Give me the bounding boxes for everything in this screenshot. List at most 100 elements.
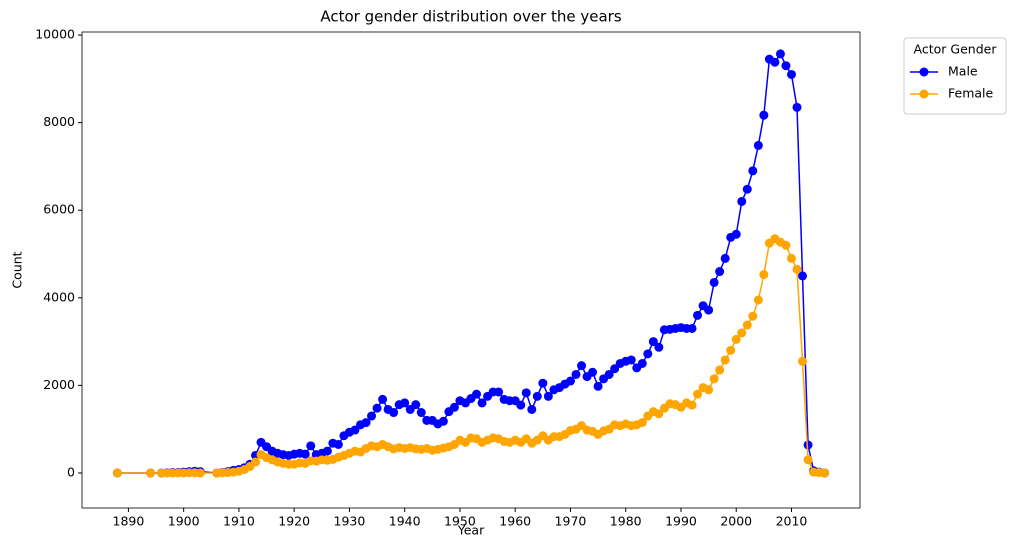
point bbox=[477, 398, 487, 408]
y-axis-label: Count bbox=[10, 251, 25, 288]
y-tick-label: 4000 bbox=[43, 289, 75, 304]
point bbox=[731, 229, 741, 239]
point bbox=[648, 337, 658, 347]
point bbox=[786, 253, 796, 263]
point bbox=[709, 374, 719, 384]
point bbox=[538, 378, 548, 388]
point bbox=[798, 356, 808, 366]
point bbox=[472, 389, 482, 399]
chart-title: Actor gender distribution over the years bbox=[320, 8, 621, 26]
point bbox=[781, 240, 791, 250]
point bbox=[527, 404, 537, 414]
point bbox=[449, 402, 459, 412]
legend-title: Actor Gender bbox=[914, 42, 998, 57]
x-tick-label: 1940 bbox=[389, 514, 421, 529]
x-tick-label: 1930 bbox=[334, 514, 366, 529]
point bbox=[378, 394, 388, 404]
point bbox=[577, 361, 587, 371]
point bbox=[411, 400, 421, 410]
x-tick-label: 1900 bbox=[168, 514, 200, 529]
point bbox=[775, 49, 785, 59]
point bbox=[251, 457, 261, 467]
point bbox=[400, 398, 410, 408]
point bbox=[588, 367, 598, 377]
point bbox=[306, 441, 316, 451]
point bbox=[704, 385, 714, 395]
x-tick-label: 1920 bbox=[278, 514, 310, 529]
point bbox=[521, 388, 531, 398]
point bbox=[687, 323, 697, 333]
point bbox=[803, 455, 813, 465]
point bbox=[709, 277, 719, 287]
legend-label: Female bbox=[948, 86, 994, 101]
point bbox=[333, 440, 343, 450]
y-tick-label: 0 bbox=[67, 464, 75, 479]
point bbox=[748, 311, 758, 321]
point bbox=[372, 403, 382, 413]
y-tick-label: 2000 bbox=[43, 377, 75, 392]
point bbox=[742, 184, 752, 194]
point bbox=[803, 440, 813, 450]
point bbox=[543, 391, 553, 401]
point bbox=[300, 449, 310, 459]
series-line bbox=[117, 52, 825, 474]
point bbox=[389, 408, 399, 418]
point bbox=[731, 334, 741, 344]
point bbox=[637, 418, 647, 428]
point bbox=[637, 358, 647, 368]
legend-marker bbox=[919, 67, 929, 77]
point bbox=[759, 270, 769, 280]
point bbox=[753, 140, 763, 150]
point bbox=[654, 409, 664, 419]
point bbox=[792, 102, 802, 112]
x-tick-label: 2000 bbox=[720, 514, 752, 529]
point bbox=[759, 110, 769, 120]
point bbox=[195, 468, 205, 478]
point bbox=[571, 369, 581, 379]
x-tick-label: 1980 bbox=[610, 514, 642, 529]
point bbox=[654, 342, 664, 352]
plot-frame bbox=[81, 31, 861, 509]
point bbox=[792, 264, 802, 274]
point bbox=[715, 365, 725, 375]
point bbox=[516, 400, 526, 410]
point bbox=[416, 408, 426, 418]
point bbox=[693, 389, 703, 399]
x-tick-label: 1950 bbox=[444, 514, 476, 529]
point bbox=[593, 381, 603, 391]
point bbox=[737, 328, 747, 338]
point bbox=[820, 468, 830, 478]
point bbox=[532, 391, 542, 401]
point bbox=[798, 271, 808, 281]
point bbox=[748, 166, 758, 176]
point bbox=[693, 310, 703, 320]
x-axis-label: Year bbox=[457, 523, 485, 538]
point bbox=[565, 376, 575, 386]
x-tick-label: 1990 bbox=[665, 514, 697, 529]
x-tick-label: 2010 bbox=[776, 514, 808, 529]
y-tick-label: 6000 bbox=[43, 202, 75, 217]
point bbox=[770, 57, 780, 67]
point bbox=[146, 468, 156, 478]
legend-marker bbox=[919, 89, 929, 99]
y-tick-label: 8000 bbox=[43, 114, 75, 129]
point bbox=[737, 196, 747, 206]
point bbox=[604, 369, 614, 379]
point bbox=[704, 305, 714, 315]
point bbox=[720, 355, 730, 365]
point bbox=[494, 387, 504, 397]
x-tick-label: 1970 bbox=[555, 514, 587, 529]
x-tick-label: 1890 bbox=[113, 514, 145, 529]
y-tick-label: 10000 bbox=[35, 27, 75, 42]
point bbox=[786, 69, 796, 79]
point bbox=[715, 267, 725, 277]
legend-box bbox=[903, 37, 1007, 115]
point bbox=[753, 295, 763, 305]
point bbox=[726, 345, 736, 355]
point bbox=[322, 446, 332, 456]
point bbox=[687, 400, 697, 410]
point bbox=[112, 468, 122, 478]
point bbox=[626, 355, 636, 365]
point bbox=[438, 416, 448, 426]
